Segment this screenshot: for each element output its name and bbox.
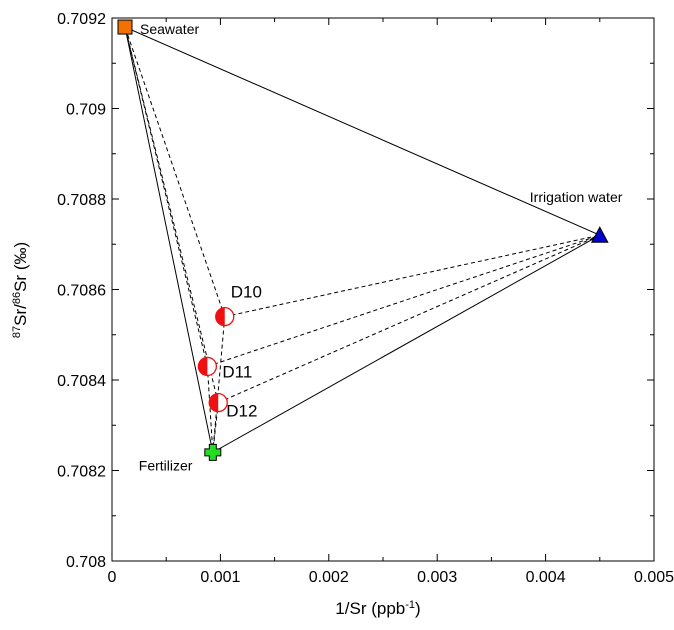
y-tick-label: 0.7084 — [57, 373, 106, 390]
plot-frame — [111, 17, 655, 562]
mixing-lines — [124, 26, 601, 454]
sample-label-d12: D12 — [226, 402, 257, 421]
x-axis-label: 1/Sr (ppb-1) — [335, 599, 420, 618]
y-tick-label: 0.7088 — [57, 192, 106, 209]
dashed-mixing-line — [124, 26, 208, 367]
sample-marker-d12 — [208, 392, 228, 413]
x-tick-label: 0.001 — [200, 569, 240, 586]
sample-marker-fill — [198, 357, 208, 376]
y-tick-label: 0.7086 — [57, 283, 106, 300]
dashed-mixing-line — [212, 316, 226, 453]
x-tick-label: 0.005 — [634, 569, 674, 586]
mixing-triangle — [124, 26, 601, 454]
sample-marker-fill — [209, 393, 219, 412]
dashed-mixing-line — [124, 26, 226, 317]
x-tick-label: 0.004 — [526, 569, 566, 586]
irrigation-water-marker — [590, 226, 609, 243]
y-tick-label: 0.7082 — [57, 464, 106, 481]
endmember-label-seawater: Seawater — [140, 21, 199, 37]
sample-marker-d11 — [197, 356, 218, 377]
y-axis-label: 87Sr/86Sr (‰) — [11, 242, 30, 338]
dashed-mixing-line — [207, 234, 600, 367]
endmember-label-irrigation-water: Irrigation water — [530, 189, 623, 205]
dashed-mixing-line — [206, 366, 214, 453]
endmember-label-fertilizer: Fertilizer — [139, 457, 193, 473]
sample-marker-fill — [215, 307, 225, 326]
y-tick-label: 0.708 — [66, 554, 106, 571]
fertilizer-marker — [204, 443, 222, 461]
dashed-mixing-line — [224, 234, 600, 318]
markers — [117, 19, 609, 461]
x-tick-label: 0 — [108, 569, 117, 586]
x-tick-label: 0.002 — [309, 569, 349, 586]
dashed-mixing-line — [218, 234, 601, 404]
x-tick-label: 0.003 — [417, 569, 457, 586]
dashed-mixing-line — [124, 26, 219, 403]
axes: 0 0.001 0.002 0.003 0.004 0.005 0.708 0.7082 0.7… — [57, 11, 674, 586]
sample-marker-d10 — [215, 306, 235, 327]
sample-label-d11: D11 — [222, 362, 252, 381]
sample-label-d10: D10 — [231, 283, 262, 302]
y-tick-label: 0.709 — [66, 102, 106, 119]
seawater-marker — [117, 19, 133, 35]
labels: Seawater Irrigation water Fertilizer D10 D11… — [139, 21, 623, 473]
y-tick-label: 0.7092 — [57, 11, 106, 28]
